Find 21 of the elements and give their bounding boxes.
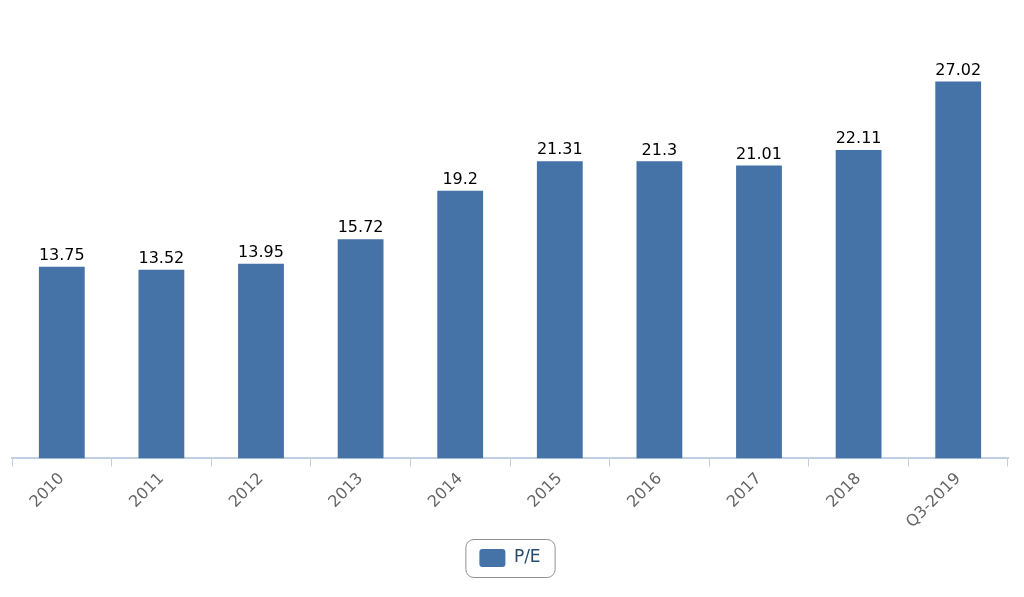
data-label: 19.2 [442,168,479,188]
data-label: 13.75 [38,244,85,264]
bar [835,150,882,459]
legend-label: P/E [513,546,541,567]
bar [437,190,484,459]
data-label: 21.3 [641,139,678,159]
bar [935,81,982,459]
bar [536,161,583,459]
bar [736,165,782,459]
data-label: 27.02 [935,59,982,79]
bar [38,266,85,459]
data-label: 13.95 [238,242,284,262]
bar [337,239,384,459]
data-label: 21.31 [536,139,583,159]
data-label: 22.11 [835,128,882,148]
bar [636,161,683,459]
data-label: 21.01 [736,143,782,163]
data-label: 13.52 [138,248,185,268]
bar [238,263,284,459]
data-label: 15.72 [337,217,384,237]
bar [138,269,185,459]
